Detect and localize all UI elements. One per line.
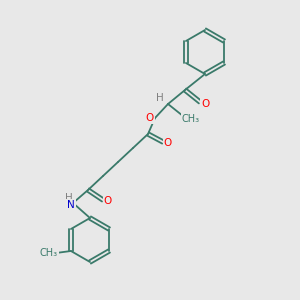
Text: H: H: [156, 93, 164, 103]
Text: O: O: [164, 138, 172, 148]
Text: CH₃: CH₃: [182, 114, 200, 124]
Text: O: O: [146, 113, 154, 123]
Text: CH₃: CH₃: [40, 248, 58, 258]
Text: O: O: [104, 196, 112, 206]
Text: H: H: [65, 193, 73, 203]
Text: N: N: [67, 200, 75, 210]
Text: O: O: [201, 99, 209, 109]
